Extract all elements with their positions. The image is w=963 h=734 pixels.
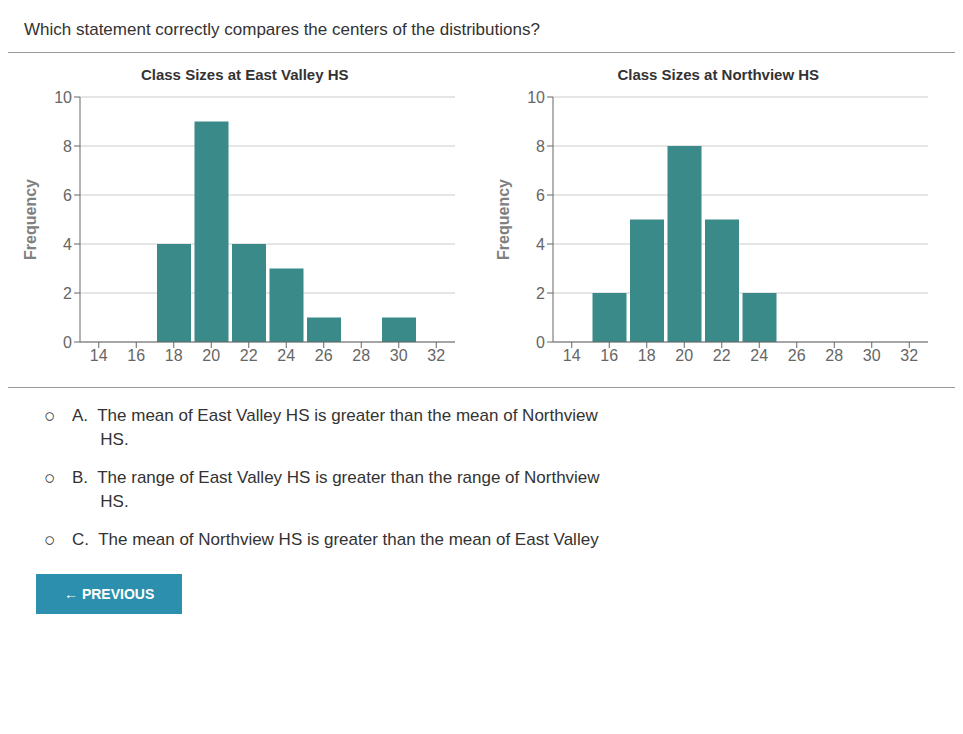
svg-text:16: 16 (127, 347, 145, 364)
svg-text:14: 14 (563, 347, 581, 364)
svg-text:32: 32 (901, 347, 919, 364)
html-text:Which statement correctly comp: Which statement correctly compares the c… (24, 20, 540, 39)
svg-text:10: 10 (527, 89, 545, 106)
svg-text:32: 32 (427, 347, 445, 364)
svg-text:30: 30 (390, 347, 408, 364)
svg-text:28: 28 (352, 347, 370, 364)
html-text:← PREVIOUS: ← PREVIOUS (64, 586, 155, 602)
svg-text:2: 2 (63, 285, 72, 302)
svg-text:6: 6 (536, 187, 545, 204)
svg-text:24: 24 (751, 347, 769, 364)
svg-text:26: 26 (315, 347, 333, 364)
svg-text:18: 18 (165, 347, 183, 364)
html-text:C. The mean of Northview HS is: C. The mean of Northview HS is greater t… (72, 530, 599, 549)
svg-text:22: 22 (240, 347, 258, 364)
html-text:B. The range of East Valley HS: B. The range of East Valley HS is greate… (72, 468, 600, 487)
html-text:Class Sizes at Northview HS: Class Sizes at Northview HS (617, 66, 820, 83)
html-text:A. The mean of East Valley HS: A. The mean of East Valley HS is greater… (72, 406, 598, 425)
svg-text:20: 20 (676, 347, 694, 364)
svg-text:18: 18 (638, 347, 656, 364)
svg-text:28: 28 (826, 347, 844, 364)
svg-text:22: 22 (713, 347, 731, 364)
svg-text:2: 2 (536, 285, 545, 302)
svg-text:16: 16 (601, 347, 619, 364)
svg-text:0: 0 (536, 334, 545, 351)
svg-text:8: 8 (63, 138, 72, 155)
svg-text:24: 24 (277, 347, 295, 364)
svg-text:20: 20 (202, 347, 220, 364)
svg-text:4: 4 (63, 236, 72, 253)
html-text:HS.: HS. (72, 492, 129, 511)
html-text:HS.: HS. (72, 430, 129, 449)
svg-text:Frequency: Frequency (495, 179, 512, 260)
svg-text:4: 4 (536, 236, 545, 253)
svg-text:Frequency: Frequency (21, 179, 38, 260)
svg-text:6: 6 (63, 187, 72, 204)
html-text:Class Sizes at East Valley HS: Class Sizes at East Valley HS (140, 66, 349, 83)
svg-text:8: 8 (536, 138, 545, 155)
svg-text:10: 10 (54, 89, 72, 106)
svg-text:26: 26 (788, 347, 806, 364)
svg-text:14: 14 (90, 347, 108, 364)
svg-text:30: 30 (863, 347, 881, 364)
svg-text:0: 0 (63, 334, 72, 351)
